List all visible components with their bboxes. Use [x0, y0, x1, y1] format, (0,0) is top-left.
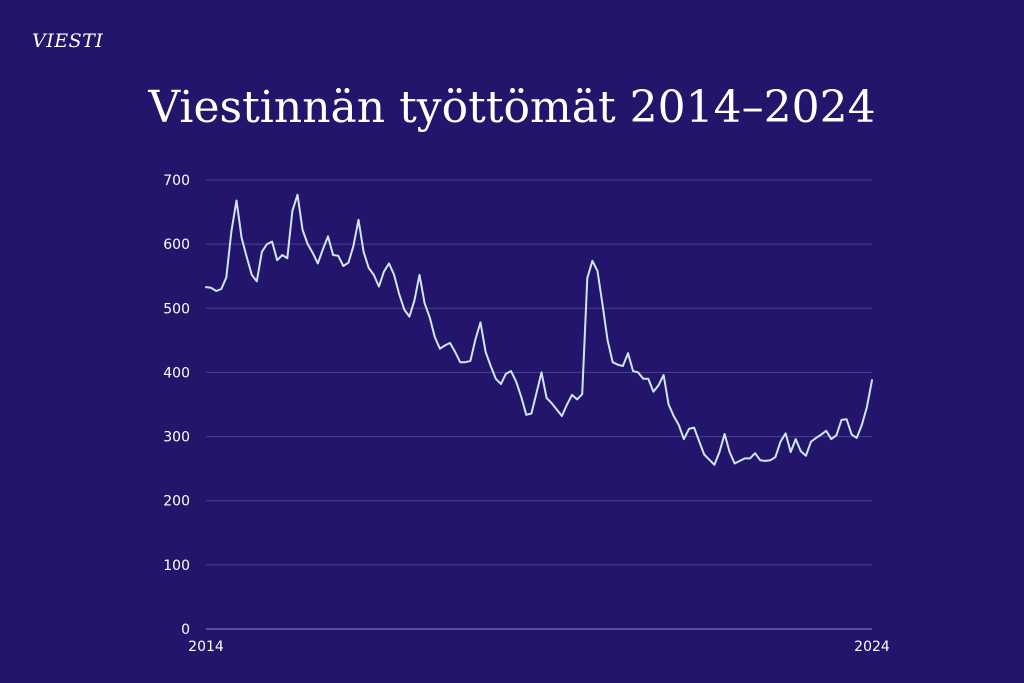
y-tick-label: 300: [163, 430, 190, 446]
x-tick-label: 2014: [188, 639, 224, 655]
y-tick-label: 700: [163, 173, 190, 189]
x-tick-label: 2024: [854, 639, 890, 655]
series-line: [205, 193, 873, 466]
y-tick-label: 400: [163, 365, 190, 381]
chart-title: Viestinnän työttömät 2014–2024: [148, 82, 876, 133]
brand-logo: VIESTI: [32, 30, 104, 52]
y-tick-label: 200: [163, 494, 190, 510]
y-tick-label: 0: [181, 622, 190, 638]
y-tick-label: 500: [163, 301, 190, 317]
y-tick-label: 600: [163, 237, 190, 253]
y-tick-label: 100: [163, 558, 190, 574]
